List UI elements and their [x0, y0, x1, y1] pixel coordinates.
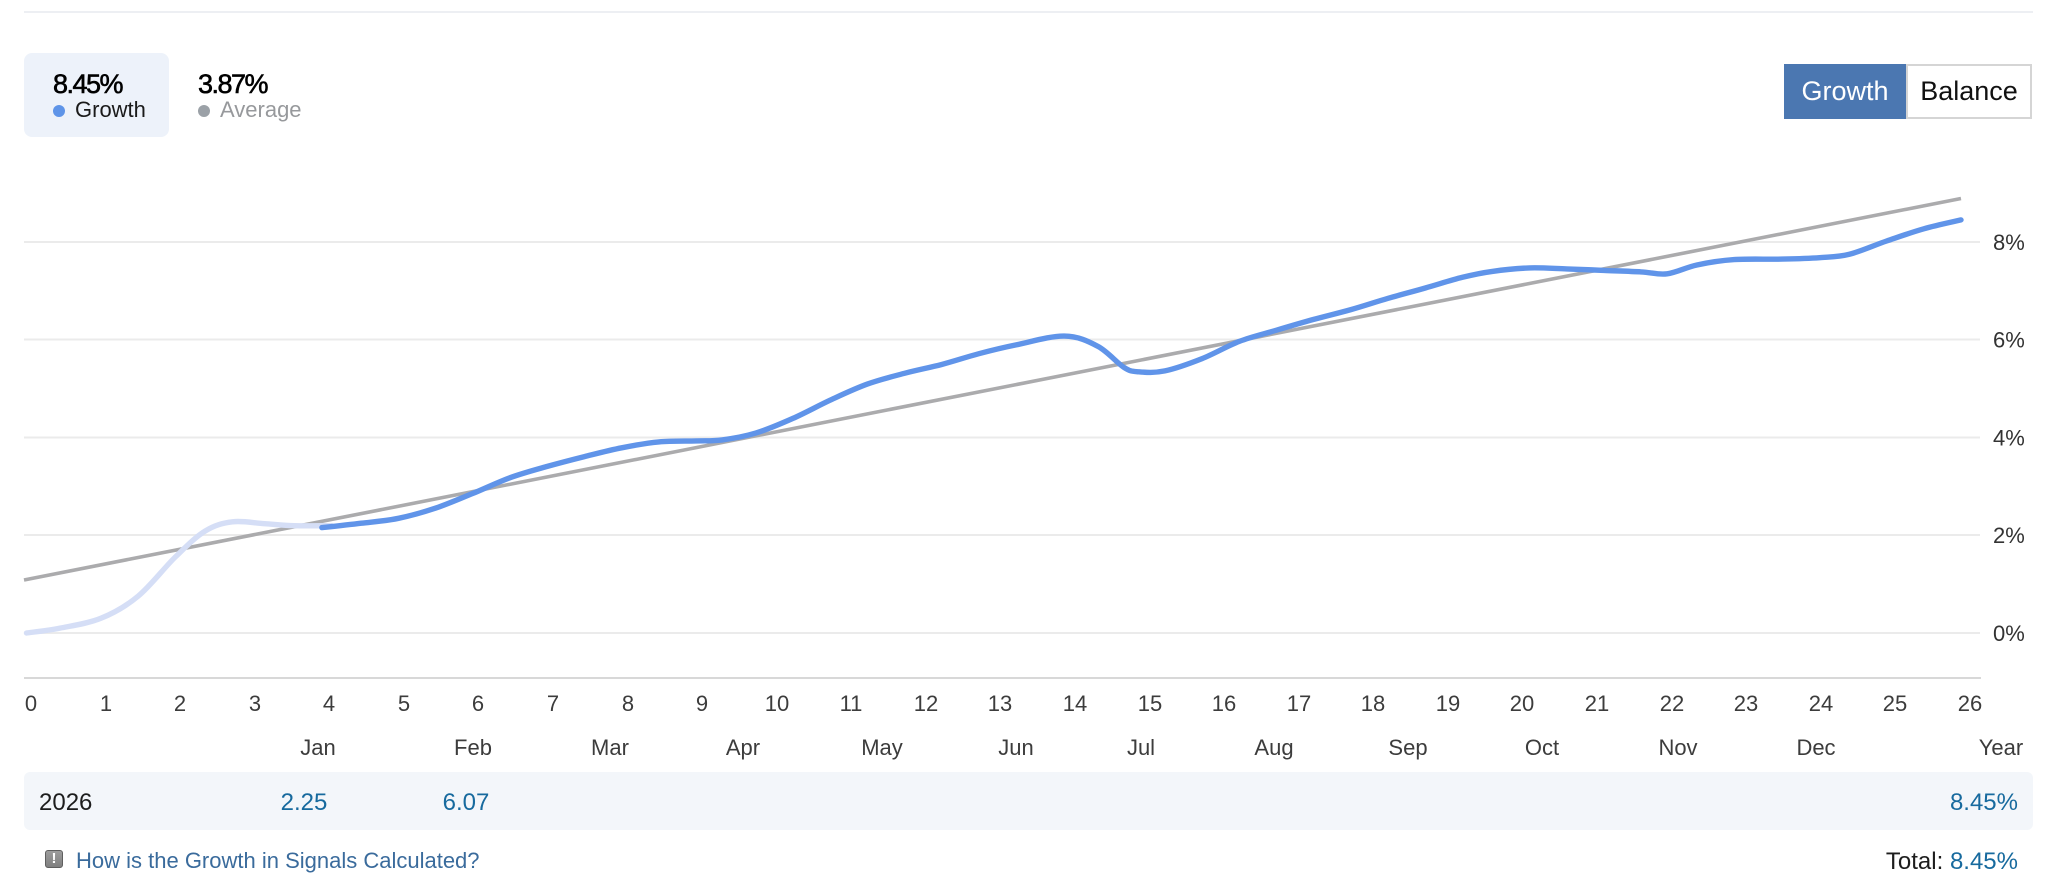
svg-text:Nov: Nov: [1658, 735, 1697, 760]
svg-text:19: 19: [1436, 691, 1460, 716]
svg-text:0: 0: [25, 691, 37, 716]
svg-text:May: May: [861, 735, 903, 760]
svg-text:10: 10: [765, 691, 789, 716]
svg-text:Jun: Jun: [998, 735, 1033, 760]
svg-text:24: 24: [1809, 691, 1833, 716]
svg-text:Jan: Jan: [300, 735, 335, 760]
svg-text:6: 6: [472, 691, 484, 716]
svg-text:Year: Year: [1979, 735, 2023, 760]
svg-text:Jul: Jul: [1127, 735, 1155, 760]
svg-text:7: 7: [547, 691, 559, 716]
svg-text:Feb: Feb: [454, 735, 492, 760]
svg-text:8%: 8%: [1993, 230, 2025, 255]
svg-text:2%: 2%: [1993, 523, 2025, 548]
svg-text:Oct: Oct: [1525, 735, 1559, 760]
svg-text:6%: 6%: [1993, 328, 2025, 353]
svg-text:23: 23: [1734, 691, 1758, 716]
svg-text:14: 14: [1063, 691, 1087, 716]
svg-text:3: 3: [249, 691, 261, 716]
svg-text:20: 20: [1510, 691, 1534, 716]
svg-text:13: 13: [988, 691, 1012, 716]
svg-text:Apr: Apr: [726, 735, 760, 760]
svg-text:2: 2: [174, 691, 186, 716]
svg-text:4: 4: [323, 691, 335, 716]
svg-text:16: 16: [1212, 691, 1236, 716]
svg-text:17: 17: [1287, 691, 1311, 716]
svg-text:Sep: Sep: [1388, 735, 1427, 760]
svg-text:0%: 0%: [1993, 621, 2025, 646]
svg-text:Aug: Aug: [1254, 735, 1293, 760]
svg-text:4%: 4%: [1993, 426, 2025, 451]
svg-text:Dec: Dec: [1796, 735, 1835, 760]
svg-text:22: 22: [1660, 691, 1684, 716]
svg-text:26: 26: [1958, 691, 1982, 716]
svg-text:18: 18: [1361, 691, 1385, 716]
svg-text:5: 5: [398, 691, 410, 716]
svg-text:25: 25: [1883, 691, 1907, 716]
svg-text:11: 11: [840, 691, 863, 716]
svg-text:15: 15: [1138, 691, 1162, 716]
svg-text:8: 8: [622, 691, 634, 716]
svg-text:12: 12: [914, 691, 938, 716]
svg-text:9: 9: [696, 691, 708, 716]
svg-text:Mar: Mar: [591, 735, 629, 760]
svg-text:1: 1: [100, 691, 112, 716]
svg-text:21: 21: [1585, 691, 1609, 716]
